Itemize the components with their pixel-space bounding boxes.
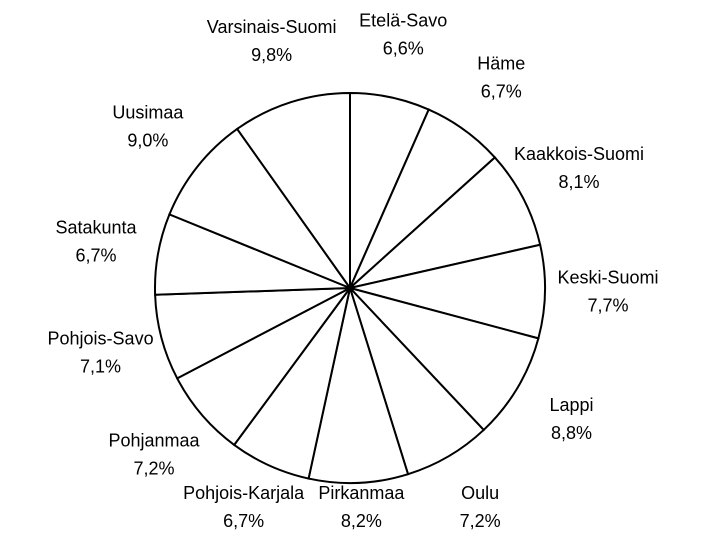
slice-label: Oulu [461, 483, 499, 503]
slice-value-label: 8,2% [341, 511, 382, 531]
slice-label: Satakunta [55, 218, 137, 238]
slice-label: Häme [477, 54, 525, 74]
slice-value-label: 6,7% [481, 82, 522, 102]
slice-label: Varsinais-Suomi [207, 17, 337, 37]
slice-value-label: 9,8% [251, 45, 292, 65]
slice-label: Uusimaa [112, 102, 184, 122]
slice-value-label: 6,7% [75, 246, 116, 266]
slice-value-label: 6,6% [383, 38, 424, 58]
slice-label: Pirkanmaa [318, 483, 405, 503]
slice-value-label: 8,1% [559, 172, 600, 192]
slice-value-label: 8,8% [551, 423, 592, 443]
slice-label: Etelä-Savo [359, 10, 447, 30]
slice-label: Keski-Suomi [557, 268, 658, 288]
slice-label: Pohjois-Karjala [183, 483, 305, 503]
pie-slice [235, 91, 351, 292]
pie-slice [346, 286, 540, 432]
slice-value-label: 7,1% [80, 357, 121, 377]
pie-slice [349, 243, 546, 340]
slice-value-label: 7,2% [134, 459, 175, 479]
pie-slice [307, 284, 410, 484]
slice-label: Kaakkois-Suomi [514, 144, 644, 164]
slice-label: Pohjanmaa [109, 431, 201, 451]
pie-slice [168, 127, 353, 291]
slice-label: Lappi [549, 395, 593, 415]
slice-label: Pohjois-Savo [48, 329, 154, 349]
slice-value-label: 7,7% [587, 296, 628, 316]
slice-value-label: 6,7% [223, 511, 264, 531]
slice-value-label: 7,2% [460, 511, 501, 531]
slice-value-label: 9,0% [127, 130, 168, 150]
